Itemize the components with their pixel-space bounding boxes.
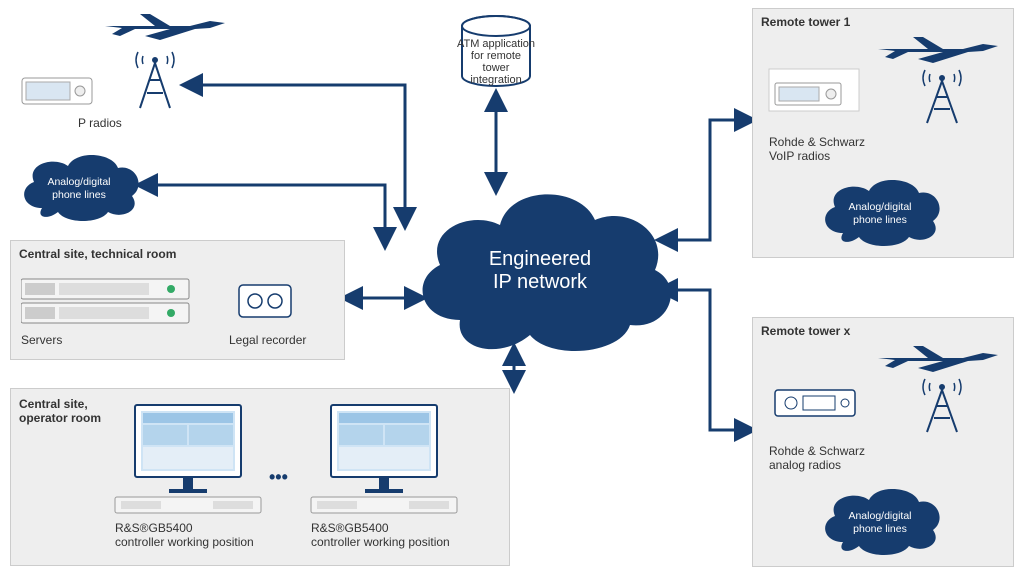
rtx-cloud-l2: phone lines xyxy=(853,523,907,535)
rtx-title: Remote tower x xyxy=(761,324,850,338)
rtx-cloud-l1: Analog/digital xyxy=(848,510,911,522)
rt1-cloud-l2: phone lines xyxy=(853,214,907,226)
rt1-radio-l1: Rohde & Schwarz xyxy=(769,135,865,149)
rtx-radio-tower xyxy=(767,376,977,445)
rt1-radio-l2: VoIP radios xyxy=(769,149,830,163)
cyl-l1: ATM application xyxy=(457,38,535,50)
cw2-name: R&S®GB5400 xyxy=(311,521,389,535)
remote-tower-1: Remote tower 1 Rohde & Schwarz VoIP radi… xyxy=(752,8,1014,258)
cw2-sub: controller working position xyxy=(311,535,450,549)
rt1-airplane xyxy=(873,29,1003,70)
main-cloud: Engineered IP network xyxy=(400,170,680,370)
op-title-l1: Central site, xyxy=(19,397,88,411)
rtx-radio-l2: analog radios xyxy=(769,458,841,472)
analog-cloud-left: Analog/digital phone lines xyxy=(14,150,144,222)
p-radios-group xyxy=(20,48,200,121)
servers-icon xyxy=(21,277,191,332)
cw1-name: R&S®GB5400 xyxy=(115,521,193,535)
rt1-radio-tower xyxy=(767,67,977,136)
rt1-cloud: Analog/digital phone lines xyxy=(815,175,945,247)
diagram-canvas: Engineered IP network ATM application fo… xyxy=(0,0,1024,576)
airplane-topleft xyxy=(100,6,230,47)
op-title-l2: operator room xyxy=(19,411,101,425)
recorder-label: Legal recorder xyxy=(229,333,306,347)
rt1-cloud-l1: Analog/digital xyxy=(848,201,911,213)
servers-label: Servers xyxy=(21,333,62,347)
main-cloud-line1: Engineered xyxy=(489,248,591,270)
tech-room-box: Central site, technical room Servers Leg… xyxy=(10,240,345,360)
main-cloud-line2: IP network xyxy=(493,271,587,293)
remote-tower-x: Remote tower x Rohde & Schwarz analog ra… xyxy=(752,317,1014,567)
cyl-l2: for remote tower xyxy=(471,50,521,74)
p-radios-label: P radios xyxy=(78,116,122,130)
rt1-title: Remote tower 1 xyxy=(761,15,850,29)
cyl-l3: integration xyxy=(470,74,521,86)
rtx-cloud: Analog/digital phone lines xyxy=(815,484,945,556)
cw1-sub: controller working position xyxy=(115,535,254,549)
ac-left-l1: Analog/digital xyxy=(47,176,110,188)
legal-recorder-icon xyxy=(237,283,293,324)
op-room-box: Central site, operator room ••• xyxy=(10,388,510,566)
tech-room-title: Central site, technical room xyxy=(19,247,176,261)
ellipsis-icon: ••• xyxy=(269,467,288,488)
atm-cylinder: ATM application for remote tower integra… xyxy=(456,14,566,94)
rtx-radio-l1: Rohde & Schwarz xyxy=(769,444,865,458)
ac-left-l2: phone lines xyxy=(52,189,106,201)
rtx-airplane xyxy=(873,338,1003,379)
workstation-1 xyxy=(113,403,263,520)
workstation-2 xyxy=(309,403,459,520)
